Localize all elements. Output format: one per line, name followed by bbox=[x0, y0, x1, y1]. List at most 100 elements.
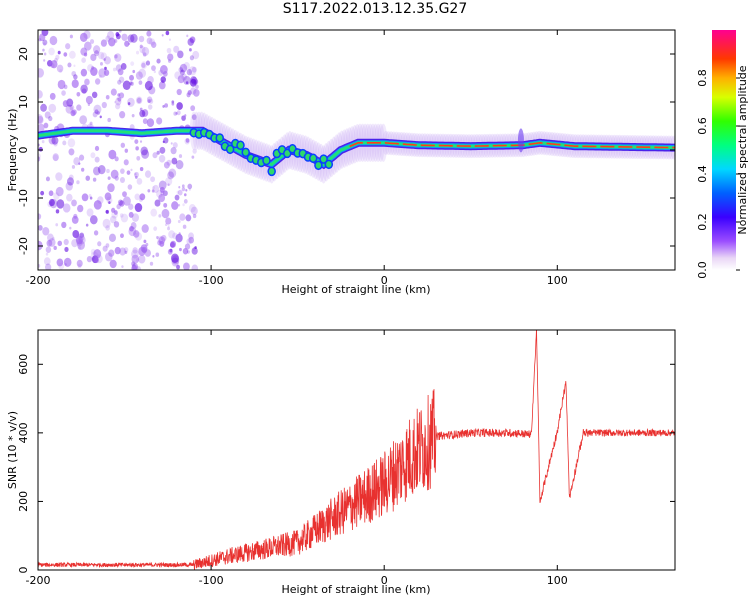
heatmap-speckle bbox=[142, 118, 148, 125]
heatmap-speckle bbox=[61, 221, 67, 229]
heatmap-speckle bbox=[38, 123, 45, 132]
heatmap-speckle bbox=[110, 215, 117, 224]
heatmap-speckle bbox=[70, 110, 76, 117]
heatmap-speckle bbox=[170, 146, 177, 155]
heatmap-speckle bbox=[185, 138, 190, 143]
heatmap-speckle bbox=[114, 175, 119, 181]
heatmap-speckle bbox=[151, 65, 156, 71]
heatmap-speckle bbox=[48, 47, 55, 56]
heatmap-speckle bbox=[135, 71, 143, 80]
heatmap-speckle bbox=[167, 53, 174, 61]
heatmap-speckle bbox=[136, 177, 143, 185]
heatmap-speckle bbox=[183, 62, 190, 70]
heatmap-speckle bbox=[93, 249, 102, 259]
heatmap-speckle bbox=[134, 203, 143, 213]
heatmap-speckle bbox=[146, 37, 153, 45]
heatmap-speckle bbox=[114, 53, 122, 62]
heatmap-speckle bbox=[140, 146, 148, 156]
heatmap-speckle bbox=[110, 88, 117, 96]
heatmap-speckle bbox=[43, 52, 47, 56]
heatmap-fringe bbox=[517, 128, 524, 153]
heatmap-speckle bbox=[76, 259, 83, 268]
heatmap-speckle bbox=[151, 189, 155, 193]
heatmap-speckle bbox=[107, 176, 111, 180]
heatmap-speckle bbox=[45, 176, 50, 182]
heatmap-speckle bbox=[191, 264, 199, 270]
heatmap-speckle bbox=[115, 103, 121, 110]
heatmap-speckle bbox=[84, 41, 92, 51]
heatmap-speckle bbox=[186, 250, 190, 254]
heatmap-speckle bbox=[176, 102, 183, 110]
heatmap-speckle bbox=[117, 79, 122, 85]
heatmap-speckle bbox=[93, 200, 102, 210]
heatmap-speckle bbox=[83, 30, 91, 40]
heatmap-speckle bbox=[152, 186, 155, 190]
heatmap-speckle bbox=[50, 60, 58, 69]
heatmap-speckle bbox=[178, 232, 181, 235]
heatmap-speckle bbox=[105, 35, 111, 42]
heatmap-speckle bbox=[55, 172, 63, 181]
heatmap-speckle bbox=[170, 240, 177, 248]
heatmap-speckle bbox=[127, 97, 135, 107]
heatmap-speckle bbox=[102, 245, 108, 252]
heatmap-speckle bbox=[96, 111, 100, 115]
heatmap-speckle bbox=[105, 210, 109, 214]
spectrogram-x-tick-label: 100 bbox=[547, 274, 568, 287]
heatmap-speckle bbox=[170, 142, 173, 145]
heatmap-speckle bbox=[171, 253, 179, 264]
heatmap-speckle bbox=[131, 264, 137, 270]
heatmap-speckle bbox=[179, 247, 182, 252]
heatmap-speckle bbox=[108, 249, 115, 257]
snr-x-axis-label: Height of straight line (km) bbox=[281, 583, 430, 596]
heatmap-speckle bbox=[98, 68, 107, 78]
heatmap-speckle bbox=[124, 148, 129, 153]
heatmap-speckle bbox=[126, 170, 131, 175]
heatmap-speckle bbox=[78, 246, 82, 250]
heatmap-speckle bbox=[167, 226, 171, 231]
heatmap-speckle bbox=[61, 90, 66, 96]
heatmap-speckle bbox=[161, 34, 164, 37]
heatmap-speckle bbox=[164, 103, 168, 108]
heatmap-speckle bbox=[189, 36, 196, 44]
heatmap-speckle bbox=[108, 149, 117, 160]
heatmap-speckle bbox=[93, 104, 102, 115]
heatmap-speckle bbox=[139, 140, 143, 143]
heatmap-speckle bbox=[49, 92, 56, 100]
snr-x-tick-label: -200 bbox=[26, 574, 51, 587]
heatmap-speckle bbox=[160, 76, 166, 83]
heatmap-speckle bbox=[108, 233, 117, 243]
heatmap-speckle bbox=[138, 80, 143, 85]
heatmap-speckle bbox=[86, 208, 94, 217]
heatmap-speckle bbox=[136, 155, 141, 161]
heatmap-speckle bbox=[131, 254, 140, 264]
heatmap-speckle bbox=[131, 213, 140, 222]
heatmap-speckle bbox=[42, 227, 50, 236]
heatmap-speckle bbox=[185, 214, 192, 222]
heatmap-speckle bbox=[138, 68, 147, 78]
heatmap-speckle bbox=[135, 266, 141, 270]
heatmap-speckle bbox=[117, 199, 124, 206]
heatmap-speckle bbox=[56, 199, 65, 209]
heatmap-speckle bbox=[171, 255, 180, 265]
heatmap-speckle bbox=[172, 232, 178, 240]
heatmap-speckle bbox=[152, 254, 155, 258]
heatmap-speckle bbox=[88, 193, 92, 198]
heatmap-speckle bbox=[86, 255, 93, 263]
heatmap-speckle bbox=[92, 177, 97, 182]
heatmap-speckle bbox=[179, 69, 185, 76]
heatmap-speckle bbox=[55, 186, 64, 197]
heatmap-speckle bbox=[184, 193, 187, 197]
heatmap-speckle bbox=[76, 91, 81, 97]
heatmap-speckle bbox=[48, 115, 53, 122]
heatmap-speckle bbox=[185, 81, 189, 85]
heatmap-speckle bbox=[80, 47, 88, 56]
heatmap-speckle bbox=[78, 162, 81, 165]
heatmap-speckle bbox=[119, 213, 124, 218]
heatmap-speckle bbox=[157, 240, 162, 246]
heatmap-speckle bbox=[43, 59, 46, 62]
heatmap-speckle bbox=[40, 103, 47, 112]
heatmap-speckle bbox=[66, 193, 73, 202]
snr-panel: -200 -100 0 100 0 200 400 600 Height of straig… bbox=[6, 329, 676, 596]
heatmap-speckle bbox=[181, 184, 185, 188]
heatmap-speckle bbox=[77, 204, 84, 213]
